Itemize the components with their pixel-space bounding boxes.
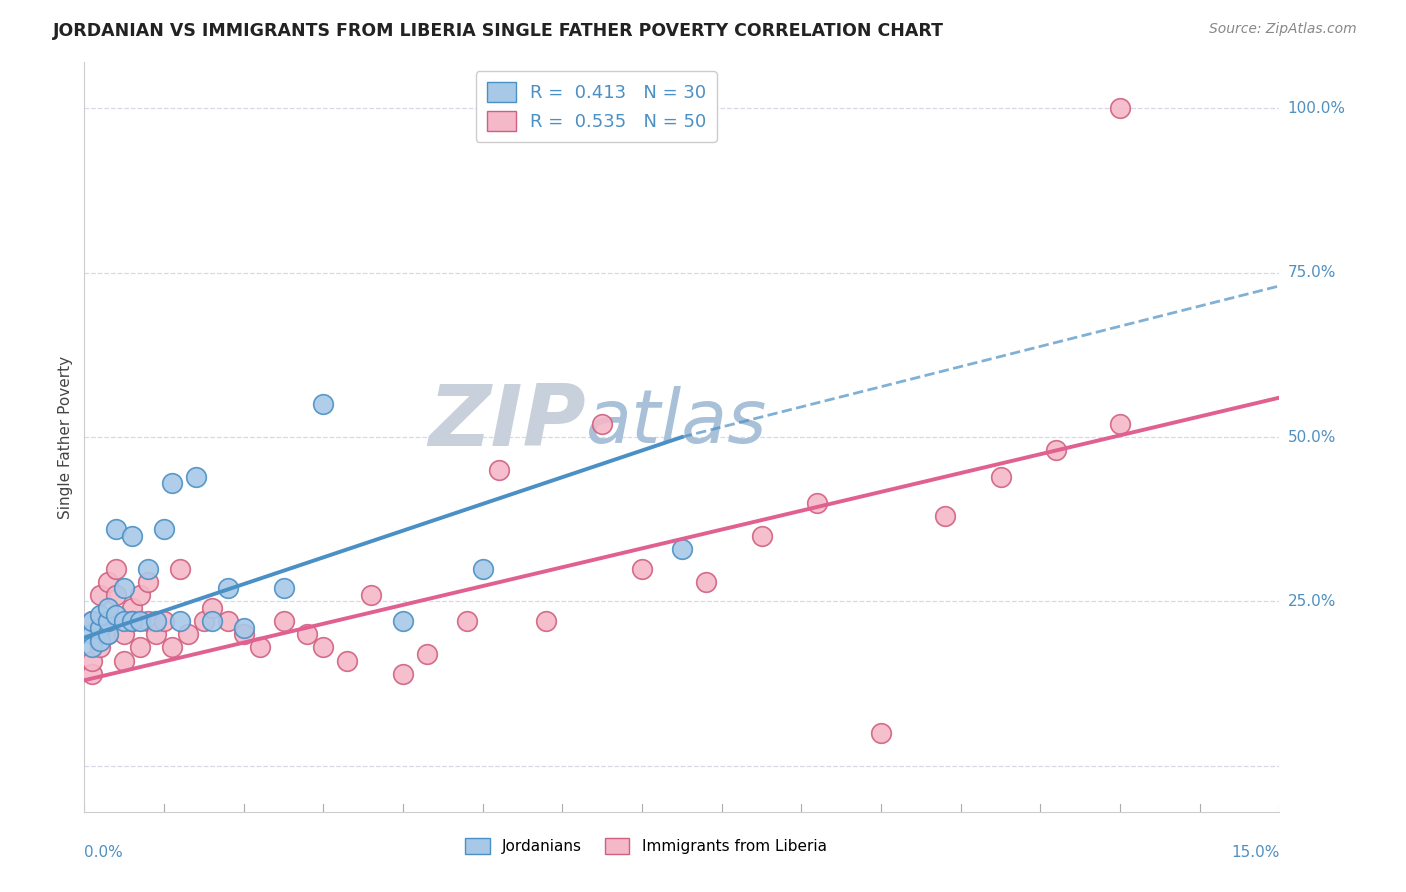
- Point: [217, 614, 239, 628]
- Point: [112, 627, 135, 641]
- Point: [392, 666, 415, 681]
- Point: [631, 561, 654, 575]
- Point: [89, 627, 111, 641]
- Text: 75.0%: 75.0%: [1288, 265, 1336, 280]
- Point: [89, 640, 111, 655]
- Point: [82, 640, 104, 655]
- Point: [169, 561, 191, 575]
- Point: [416, 647, 439, 661]
- Point: [82, 654, 104, 668]
- Point: [160, 476, 183, 491]
- Point: [153, 522, 176, 536]
- Point: [105, 607, 128, 622]
- Text: 50.0%: 50.0%: [1288, 430, 1336, 444]
- Point: [97, 574, 120, 589]
- Point: [934, 508, 956, 523]
- Text: ZIP: ZIP: [429, 381, 586, 464]
- Point: [249, 640, 271, 655]
- Text: 0.0%: 0.0%: [84, 845, 124, 860]
- Point: [82, 627, 104, 641]
- Point: [201, 614, 224, 628]
- Point: [488, 463, 510, 477]
- Legend: Jordanians, Immigrants from Liberia: Jordanians, Immigrants from Liberia: [460, 831, 832, 860]
- Point: [806, 496, 828, 510]
- Point: [89, 588, 111, 602]
- Point: [112, 654, 135, 668]
- Point: [193, 614, 215, 628]
- Point: [82, 614, 104, 628]
- Point: [121, 601, 143, 615]
- Point: [591, 417, 613, 431]
- Point: [392, 614, 415, 628]
- Point: [312, 397, 335, 411]
- Point: [97, 614, 120, 628]
- Point: [360, 588, 382, 602]
- Point: [121, 614, 143, 628]
- Point: [97, 627, 120, 641]
- Point: [177, 627, 200, 641]
- Point: [169, 614, 191, 628]
- Text: 15.0%: 15.0%: [1232, 845, 1279, 860]
- Point: [89, 607, 111, 622]
- Point: [97, 627, 120, 641]
- Point: [153, 614, 176, 628]
- Point: [129, 640, 152, 655]
- Point: [336, 654, 359, 668]
- Point: [471, 561, 494, 575]
- Point: [105, 561, 128, 575]
- Point: [1045, 443, 1067, 458]
- Point: [89, 621, 111, 635]
- Point: [82, 614, 104, 628]
- Point: [201, 601, 224, 615]
- Point: [97, 614, 120, 628]
- Text: Source: ZipAtlas.com: Source: ZipAtlas.com: [1209, 22, 1357, 37]
- Point: [1109, 417, 1132, 431]
- Point: [273, 581, 295, 595]
- Point: [97, 601, 120, 615]
- Point: [105, 522, 128, 536]
- Point: [184, 469, 207, 483]
- Point: [136, 561, 159, 575]
- Point: [232, 621, 254, 635]
- Text: atlas: atlas: [586, 386, 768, 458]
- Point: [129, 588, 152, 602]
- Point: [312, 640, 335, 655]
- Point: [297, 627, 319, 641]
- Y-axis label: Single Father Poverty: Single Father Poverty: [58, 356, 73, 518]
- Point: [136, 614, 159, 628]
- Point: [112, 614, 135, 628]
- Text: 100.0%: 100.0%: [1288, 101, 1346, 116]
- Point: [121, 529, 143, 543]
- Text: 25.0%: 25.0%: [1288, 594, 1336, 609]
- Point: [89, 633, 111, 648]
- Point: [129, 614, 152, 628]
- Point: [145, 614, 167, 628]
- Point: [870, 726, 893, 740]
- Point: [456, 614, 478, 628]
- Point: [273, 614, 295, 628]
- Text: JORDANIAN VS IMMIGRANTS FROM LIBERIA SINGLE FATHER POVERTY CORRELATION CHART: JORDANIAN VS IMMIGRANTS FROM LIBERIA SIN…: [53, 22, 945, 40]
- Point: [232, 627, 254, 641]
- Point: [536, 614, 558, 628]
- Point: [82, 666, 104, 681]
- Point: [671, 541, 693, 556]
- Point: [1109, 102, 1132, 116]
- Point: [217, 581, 239, 595]
- Point: [121, 614, 143, 628]
- Point: [112, 581, 135, 595]
- Point: [136, 574, 159, 589]
- Point: [105, 588, 128, 602]
- Point: [145, 627, 167, 641]
- Point: [695, 574, 717, 589]
- Point: [990, 469, 1012, 483]
- Point: [160, 640, 183, 655]
- Point: [751, 529, 773, 543]
